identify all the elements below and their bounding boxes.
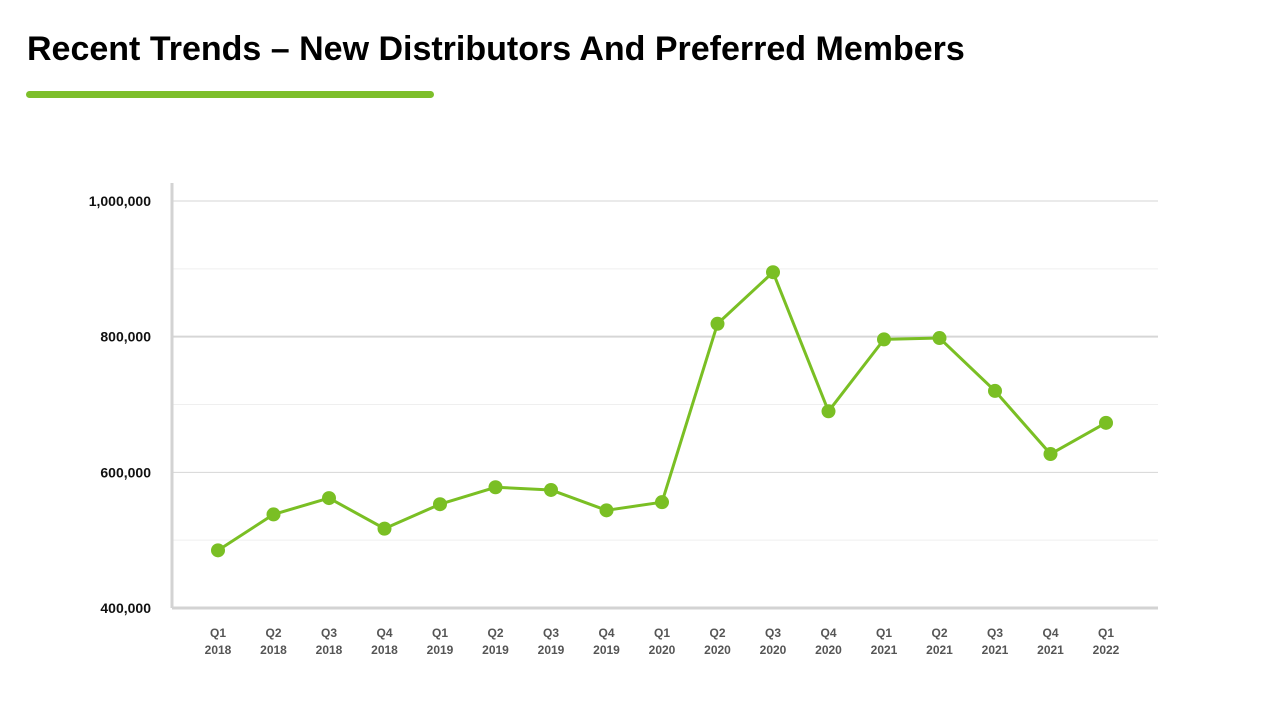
x-tick-label-quarter: Q3 (987, 626, 1003, 640)
data-point (655, 495, 669, 510)
x-tick-label-year: 2019 (593, 643, 620, 657)
x-tick-label-year: 2020 (649, 643, 676, 657)
x-tick-label-year: 2022 (1093, 643, 1120, 657)
data-point (988, 383, 1002, 398)
title-underline (26, 91, 434, 98)
x-tick-label-quarter: Q2 (265, 626, 281, 640)
x-tick-label-year: 2020 (704, 643, 731, 657)
x-tick-label-quarter: Q3 (321, 626, 337, 640)
x-tick-label-year: 2020 (815, 643, 842, 657)
data-point (322, 491, 336, 506)
x-tick-label-year: 2019 (427, 643, 454, 657)
data-point (544, 482, 558, 497)
data-point (821, 404, 836, 419)
data-point (211, 543, 225, 558)
x-tick-label-year: 2021 (1037, 643, 1064, 657)
data-point (877, 332, 891, 347)
x-tick-label-year: 2018 (371, 643, 398, 657)
x-tick-label-quarter: Q1 (654, 626, 670, 640)
y-tick-label: 1,000,000 (89, 193, 151, 209)
x-tick-label-year: 2021 (926, 643, 953, 657)
x-tick-label-quarter: Q3 (765, 626, 781, 640)
data-point (599, 503, 614, 518)
x-tick-label-quarter: Q2 (487, 626, 503, 640)
x-tick-label-year: 2019 (538, 643, 565, 657)
x-tick-label-quarter: Q2 (709, 626, 725, 640)
x-tick-label-quarter: Q2 (931, 626, 947, 640)
data-point (377, 521, 392, 536)
data-point (488, 480, 503, 495)
x-tick-label-year: 2018 (205, 643, 232, 657)
y-tick-label: 600,000 (100, 464, 151, 480)
x-tick-label-quarter: Q4 (1042, 626, 1058, 640)
x-tick-label-year: 2020 (760, 643, 787, 657)
x-tick-label-quarter: Q4 (598, 626, 614, 640)
x-tick-label-quarter: Q1 (876, 626, 892, 640)
data-point (932, 331, 947, 346)
data-point (266, 507, 281, 522)
x-tick-label-quarter: Q4 (820, 626, 836, 640)
x-tick-label-year: 2018 (316, 643, 343, 657)
page-title: Recent Trends – New Distributors And Pre… (27, 30, 965, 68)
x-tick-label-year: 2021 (871, 643, 898, 657)
data-point (1043, 447, 1058, 462)
y-tick-label: 800,000 (100, 329, 151, 345)
x-tick-label-quarter: Q4 (376, 626, 392, 640)
data-point (766, 265, 780, 280)
x-tick-label-quarter: Q1 (432, 626, 448, 640)
data-point (1099, 415, 1113, 430)
x-tick-label-quarter: Q1 (210, 626, 226, 640)
data-point (433, 497, 447, 512)
x-tick-label-year: 2021 (982, 643, 1009, 657)
data-point (710, 316, 725, 331)
x-tick-label-year: 2018 (260, 643, 287, 657)
x-tick-label-year: 2019 (482, 643, 509, 657)
x-tick-label-quarter: Q3 (543, 626, 559, 640)
y-tick-label: 400,000 (100, 600, 151, 616)
x-tick-label-quarter: Q1 (1098, 626, 1114, 640)
